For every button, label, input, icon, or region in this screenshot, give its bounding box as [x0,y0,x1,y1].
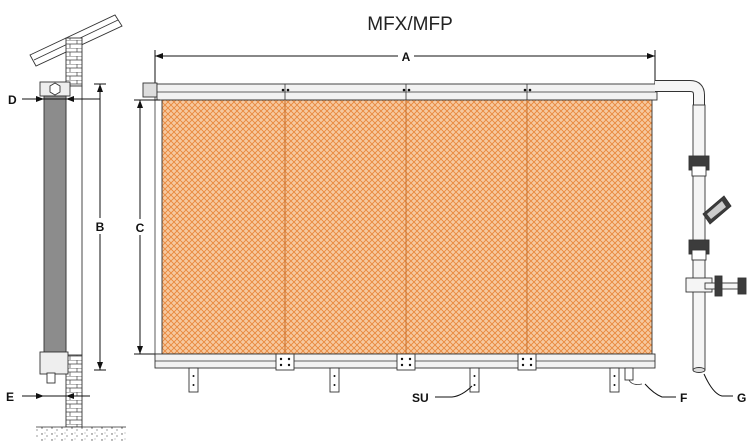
side-view: B D E [6,14,126,441]
label-d: D [8,93,17,107]
su-leader [435,385,473,398]
label-e: E [6,390,14,404]
label-c: C [136,221,145,235]
g-leader [703,373,733,397]
drain-outlet [46,372,56,384]
label-g: G [737,391,746,405]
label-f: F [680,391,687,405]
front-view: A C [132,48,747,405]
ground [36,427,126,441]
label-b: B [96,220,105,234]
end-cap [142,82,158,98]
ball-valve-icon [714,275,723,297]
pipe-joints [281,84,532,100]
label-a: A [402,50,411,64]
gutter-joint-plates [275,353,537,371]
evaporative-cooling-pad [161,99,653,355]
brick-wall-upper [65,37,83,87]
supply-pipe [692,104,706,371]
side-gutter [39,351,69,375]
diagram-title: MFX/MFP [367,14,453,35]
f-leader [644,383,676,398]
label-su: SU [412,391,429,405]
support-brackets [188,367,620,393]
supply-pipe-assembly [655,80,747,373]
drain-outlet-front [624,367,634,381]
wall-body [65,85,83,356]
pipe-nut-icon [49,82,61,96]
side-pad [43,95,67,353]
